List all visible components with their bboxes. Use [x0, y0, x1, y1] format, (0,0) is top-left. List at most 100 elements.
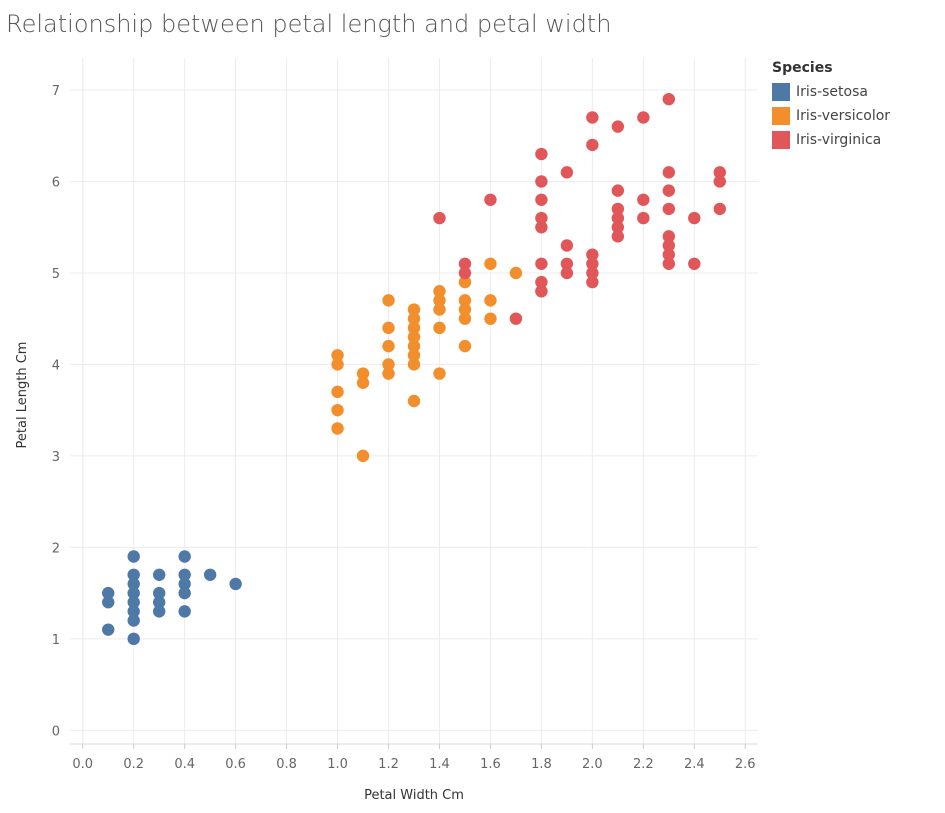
legend-swatch	[772, 107, 790, 125]
data-point	[127, 614, 140, 627]
data-point	[458, 294, 472, 307]
data-point	[127, 632, 140, 646]
data-point	[152, 586, 166, 600]
data-point	[331, 422, 344, 435]
data-point	[586, 138, 599, 152]
data-point	[203, 568, 217, 581]
data-point	[484, 193, 497, 206]
legend-item: Iris-setosa	[772, 80, 890, 104]
data-point	[586, 275, 599, 289]
data-point	[331, 358, 344, 371]
data-point	[662, 257, 676, 270]
data-point	[433, 285, 446, 298]
data-point	[152, 605, 166, 618]
data-point	[560, 257, 574, 270]
data-point	[713, 202, 726, 216]
x-tick-label: 0.8	[276, 757, 297, 772]
data-point	[152, 596, 166, 609]
data-point	[433, 321, 446, 335]
data-point	[382, 339, 395, 353]
x-tick-label: 2.2	[633, 757, 654, 772]
data-point	[611, 211, 625, 225]
legend: Species Iris-setosa Iris-versicolor Iris-v…	[772, 60, 890, 152]
y-axis-label: Petal Length Cm	[15, 342, 30, 449]
legend-swatch	[772, 83, 790, 101]
data-point	[535, 175, 548, 188]
data-point	[407, 321, 421, 335]
legend-title: Species	[772, 60, 833, 76]
data-point	[407, 349, 421, 362]
x-tick-label: 1.4	[429, 757, 450, 772]
data-point	[178, 577, 191, 591]
y-tick-label: 4	[52, 358, 60, 373]
data-point	[662, 184, 676, 197]
data-point	[509, 312, 523, 325]
data-point	[611, 221, 625, 234]
x-tick-label: 1.6	[480, 757, 501, 772]
data-point	[535, 275, 548, 289]
y-tick-label: 0	[52, 724, 60, 739]
data-point	[178, 586, 191, 600]
data-point	[433, 303, 446, 316]
y-tick-label: 6	[52, 175, 60, 190]
data-point	[458, 303, 472, 316]
x-tick-label: 0.4	[174, 757, 195, 772]
data-point	[433, 367, 446, 380]
y-tick-label: 3	[52, 450, 60, 465]
data-point	[458, 257, 472, 270]
data-point	[382, 367, 395, 380]
legend-label: Iris-setosa	[796, 84, 868, 100]
data-point	[458, 266, 472, 280]
data-point	[713, 175, 726, 188]
data-point	[484, 257, 497, 270]
x-tick-label: 2.6	[735, 757, 756, 772]
data-point	[382, 358, 395, 371]
data-point	[662, 166, 676, 179]
data-point	[178, 568, 191, 581]
data-point	[662, 230, 676, 243]
legend-item: Iris-versicolor	[772, 104, 890, 128]
x-tick-label: 1.2	[378, 757, 399, 772]
data-point	[560, 266, 574, 280]
x-tick-label: 0.6	[225, 757, 246, 772]
data-point	[356, 449, 370, 463]
data-point	[458, 312, 472, 325]
data-point	[127, 568, 140, 581]
data-point	[331, 403, 344, 417]
data-point	[127, 605, 140, 618]
data-point	[127, 550, 140, 563]
data-point	[178, 605, 191, 618]
data-point	[407, 312, 421, 325]
legend-label: Iris-virginica	[796, 132, 882, 148]
x-tick-label: 0.2	[123, 757, 144, 772]
data-point	[535, 221, 548, 234]
data-point	[611, 230, 625, 243]
data-point	[407, 358, 421, 371]
x-tick-label: 2.4	[684, 757, 705, 772]
data-point	[407, 394, 421, 408]
x-tick-labels: 0.0 0.2 0.4 0.6 0.8 1.0 1.2 1.4 1.6 1.8 2.0 2.2 2.4 2…	[72, 744, 756, 772]
data-point	[484, 312, 497, 325]
data-point	[433, 211, 446, 225]
grid-lines	[70, 58, 758, 745]
data-point	[458, 339, 472, 353]
data-point	[407, 303, 421, 316]
data-point	[637, 193, 650, 206]
data-point	[535, 285, 548, 298]
x-tick-label: 2.0	[582, 757, 603, 772]
y-tick-label: 7	[52, 84, 60, 99]
data-point	[356, 376, 370, 389]
y-tick-labels: 0 1 2 3 4 5 6 7	[52, 84, 60, 739]
data-point	[560, 166, 574, 179]
data-point	[586, 111, 599, 124]
legend-swatch	[772, 131, 790, 149]
data-point	[535, 211, 548, 225]
data-point	[586, 248, 599, 261]
data-point	[688, 211, 701, 225]
data-point	[688, 257, 701, 270]
data-point	[178, 550, 191, 563]
data-point	[152, 568, 166, 581]
x-tick-label: 1.8	[531, 757, 552, 772]
data-point	[102, 623, 115, 636]
